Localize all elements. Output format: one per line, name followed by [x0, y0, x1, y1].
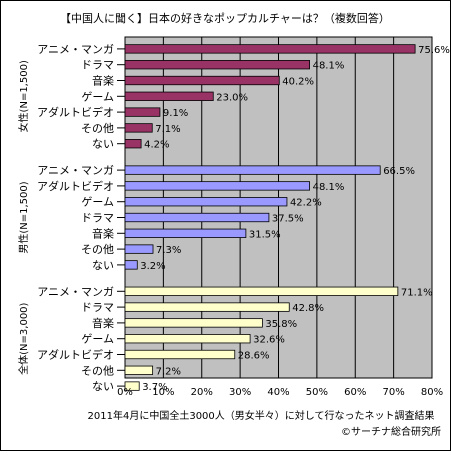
x-tick-label: 40% — [267, 387, 289, 398]
data-label: 66.5% — [383, 166, 415, 177]
x-tick-label: 20% — [191, 387, 213, 398]
category-label: その他 — [81, 364, 114, 377]
bar — [124, 165, 381, 175]
x-tick-label: 80% — [421, 387, 443, 398]
category-label: ゲーム — [81, 333, 114, 346]
bar — [124, 302, 290, 312]
bar — [124, 107, 161, 117]
bar — [124, 60, 310, 70]
bar — [124, 349, 236, 360]
x-tick-label: 10% — [152, 387, 174, 398]
category-label: ドラマ — [81, 301, 114, 314]
data-label: 3.2% — [140, 261, 165, 272]
bar — [124, 139, 142, 149]
category-label: 音楽 — [92, 316, 114, 330]
category-label: アダルトビデオ — [37, 348, 114, 362]
data-label: 40.2% — [282, 77, 314, 88]
bar — [124, 244, 154, 254]
data-label: 71.1% — [401, 287, 433, 298]
data-label: 7.2% — [156, 366, 181, 377]
data-label: 75.6% — [418, 45, 450, 56]
category-label: ない — [92, 259, 114, 272]
data-label: 42.8% — [292, 303, 324, 314]
data-label: 23.0% — [216, 92, 248, 103]
category-label: ゲーム — [81, 196, 114, 209]
bar — [124, 228, 247, 238]
data-label: 3.7% — [142, 382, 167, 393]
bar — [124, 181, 310, 191]
x-tick-label: 60% — [344, 387, 366, 398]
bar — [124, 197, 288, 207]
x-tick-label: 0% — [117, 387, 133, 398]
category-label: ドラマ — [81, 59, 114, 72]
category-label: ドラマ — [81, 212, 114, 225]
category-label: ゲーム — [81, 90, 114, 103]
bar-group: アニメ・マンガ 75.6% ドラマ 48.1% 音楽 40.2% ゲーム 23.0% アダルトビ… — [17, 43, 450, 151]
source-credit: ©サーチナ総合研究所 — [341, 425, 441, 438]
data-label: 31.5% — [249, 229, 281, 240]
group-label: 全体(N=3,000) — [17, 302, 30, 374]
category-label: その他 — [81, 243, 114, 256]
category-label: 音楽 — [92, 74, 114, 88]
group-label: 女性(N=1,500) — [17, 60, 30, 132]
data-label: 28.6% — [238, 351, 270, 362]
bar — [124, 286, 399, 296]
category-label: アダルトビデオ — [37, 179, 114, 193]
chart-title: 【中国人に聞く】日本の好きなポップカルチャーは？（複数回答） — [60, 11, 390, 25]
bar — [124, 91, 214, 101]
data-label: 37.5% — [272, 214, 304, 225]
x-axis-ticks: 0% 10% 20% 30% 40% 50% 60% 70% 80% — [117, 387, 443, 398]
data-label: 32.6% — [253, 335, 285, 346]
x-tick-label: 50% — [306, 387, 328, 398]
bar — [124, 75, 280, 86]
bar — [124, 123, 153, 133]
data-label: 4.2% — [144, 140, 169, 151]
data-label: 9.1% — [163, 108, 188, 119]
bar — [124, 318, 263, 328]
category-label: 音楽 — [92, 226, 114, 240]
footnote: 2011年4月に中国全土3000人（男女半々）に対して行なったネット調査結果 — [88, 409, 435, 422]
data-label: 42.2% — [290, 198, 322, 209]
data-label: 48.1% — [313, 182, 345, 193]
category-label: アニメ・マンガ — [37, 164, 114, 177]
bar — [124, 212, 270, 223]
data-label: 7.1% — [155, 124, 180, 135]
data-label: 35.8% — [265, 319, 297, 330]
data-label: 7.3% — [156, 245, 181, 256]
bar-group: アニメ・マンガ 71.1% ドラマ 42.8% 音楽 35.8% ゲーム 32.6% アダルトビ… — [17, 285, 433, 393]
bar — [124, 44, 416, 54]
category-label: アニメ・マンガ — [37, 43, 114, 56]
category-label: アニメ・マンガ — [37, 285, 114, 298]
category-label: その他 — [81, 122, 114, 135]
group-label: 男性(N=1,500) — [17, 181, 30, 253]
bar — [124, 260, 138, 270]
category-label: アダルトビデオ — [37, 105, 114, 119]
category-label: ない — [92, 380, 114, 393]
bar-group: アニメ・マンガ 66.5% アダルトビデオ 48.1% ゲーム 42.2% ドラマ 37.5%… — [17, 164, 415, 272]
data-label: 48.1% — [313, 61, 345, 72]
category-label: ない — [92, 138, 114, 151]
bar — [124, 365, 154, 375]
x-tick-label: 30% — [229, 387, 251, 398]
plot-area: アニメ・マンガ 75.6% ドラマ 48.1% 音楽 40.2% ゲーム 23.0% アダルトビ… — [17, 36, 450, 393]
x-tick-label: 70% — [383, 387, 405, 398]
bar — [124, 334, 251, 344]
